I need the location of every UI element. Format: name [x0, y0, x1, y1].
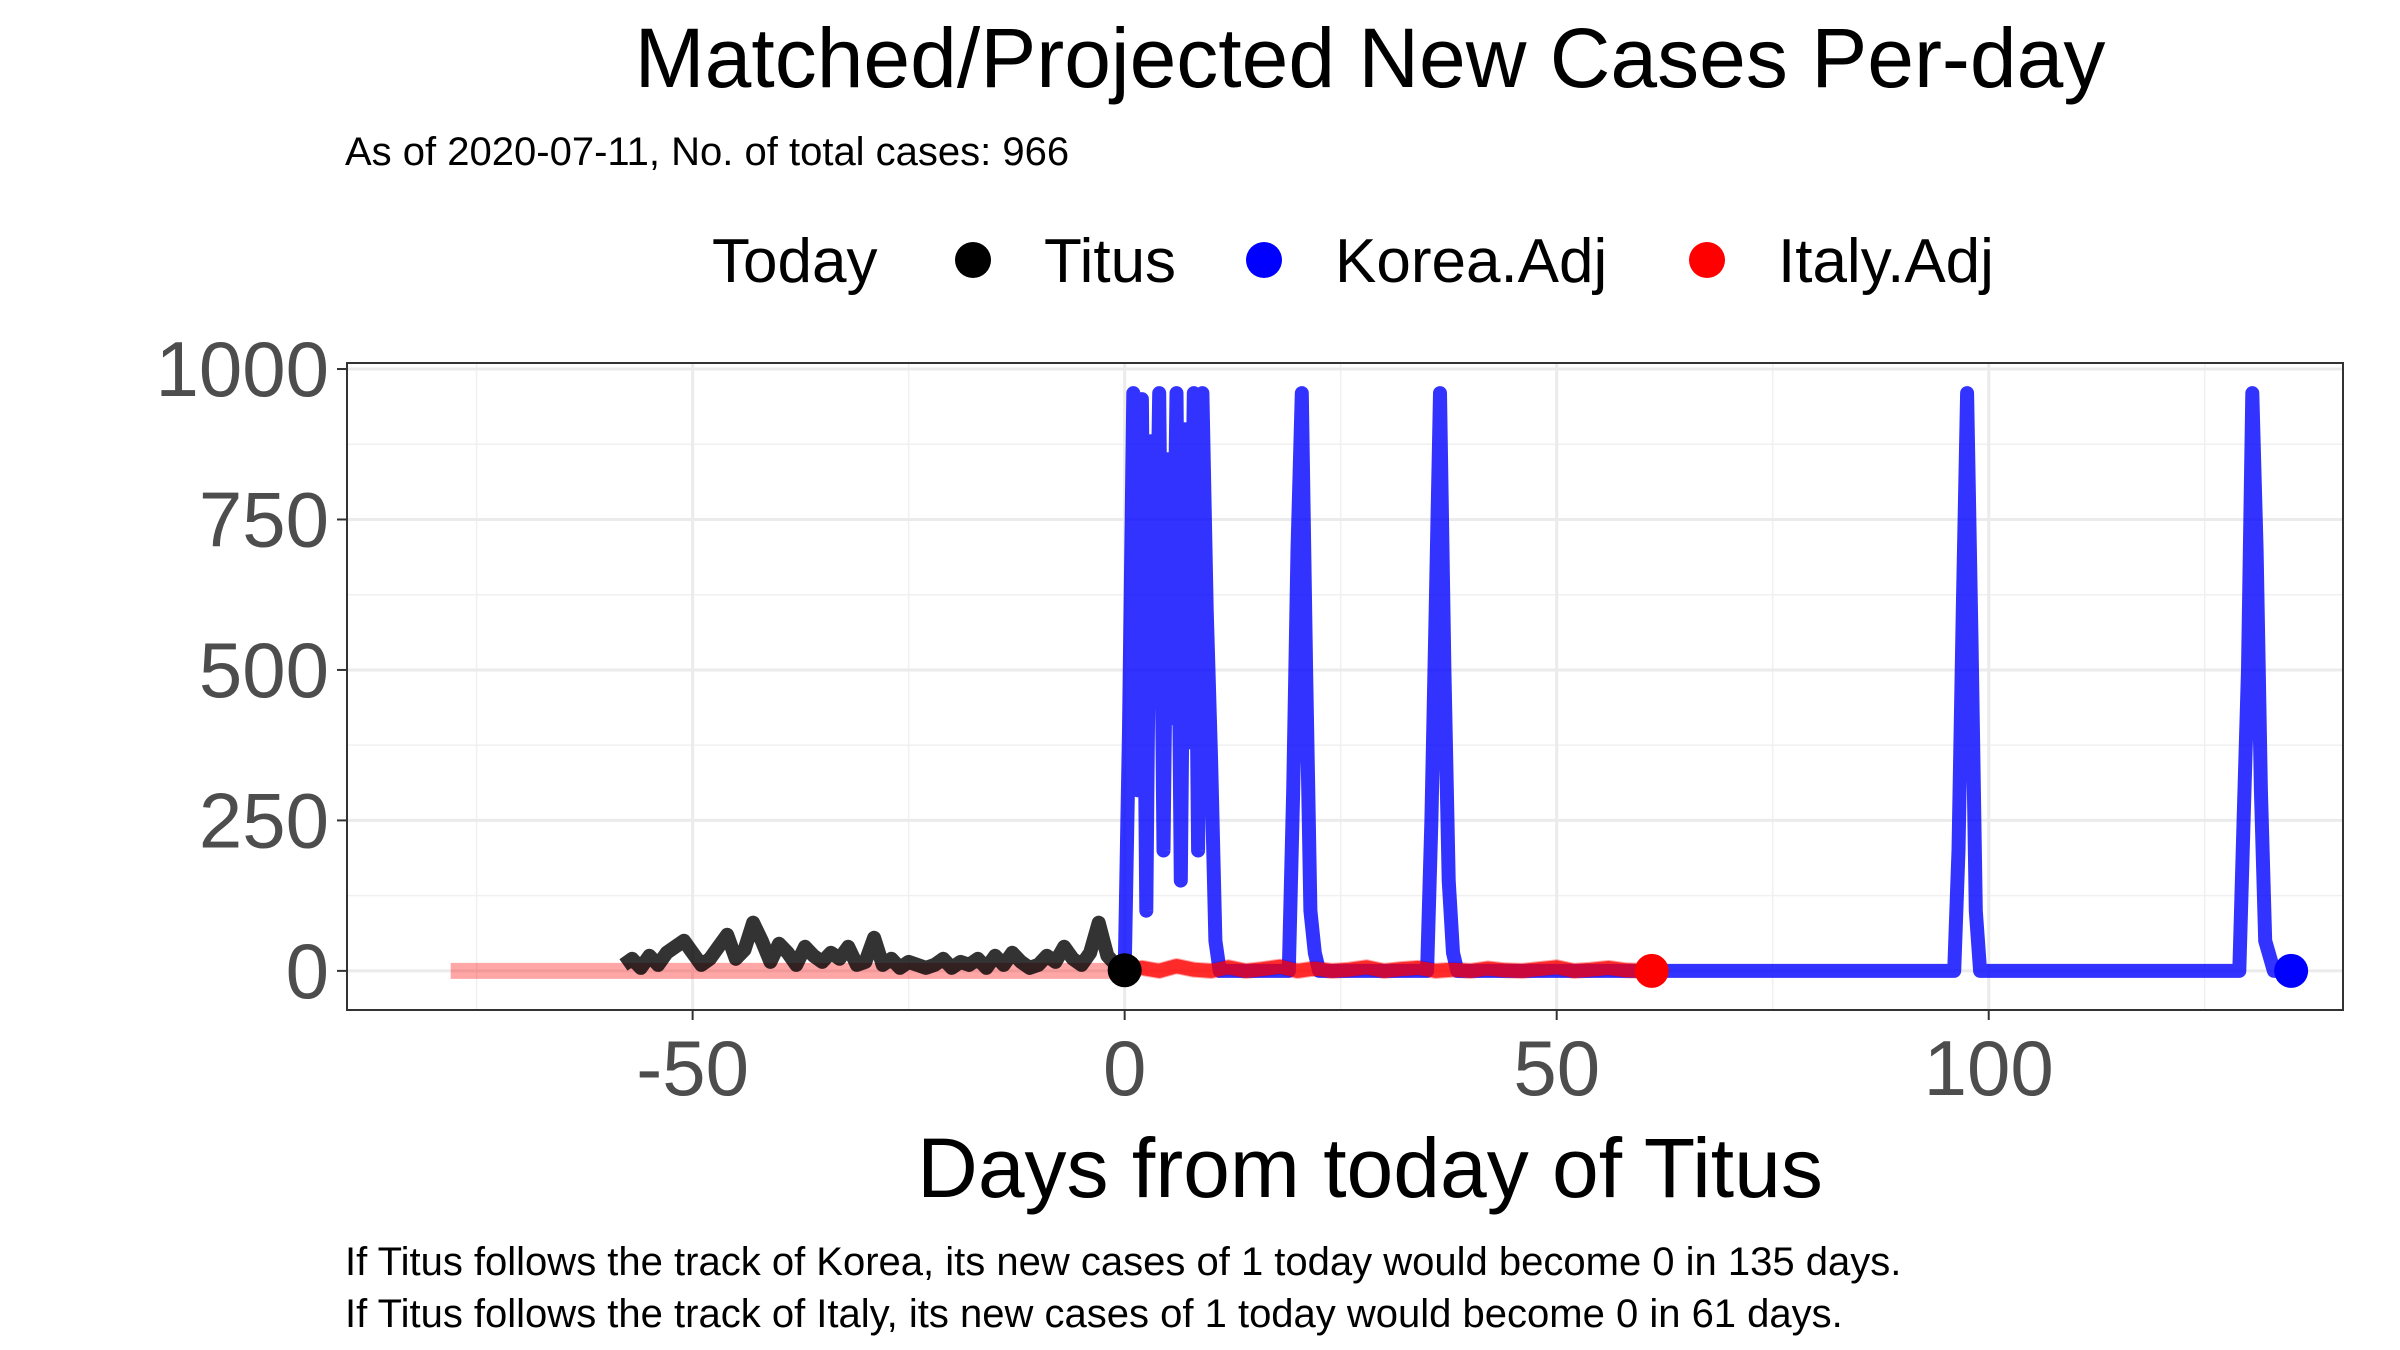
- y-tick-label: 1000: [155, 325, 329, 413]
- x-axis: -50 0 50 100: [636, 1010, 2054, 1112]
- caption-line-korea: If Titus follows the track of Korea, its…: [345, 1240, 1901, 1284]
- y-tick-label: 0: [286, 927, 329, 1015]
- series-line-italy-projection: [1123, 959, 1652, 978]
- legend: Today Titus Korea.Adj Italy.Adj: [712, 227, 1994, 296]
- point-italy-adj: [1634, 953, 1669, 988]
- grid: [347, 363, 2343, 1010]
- y-tick-label: 750: [199, 475, 329, 563]
- y-tick-label: 500: [199, 626, 329, 714]
- panel-background: [347, 363, 2343, 1010]
- legend-key-italy: [1689, 242, 1725, 278]
- point-korea-adj: [2274, 953, 2309, 988]
- x-axis-title: Days from today of Titus: [917, 1121, 1823, 1215]
- legend-key-titus: [955, 242, 991, 278]
- legend-key-korea: [1246, 242, 1282, 278]
- legend-label-korea: Korea.Adj: [1335, 227, 1607, 296]
- x-tick-label: 0: [1103, 1024, 1146, 1112]
- point-titus: [1107, 953, 1142, 988]
- x-tick-label: -50: [636, 1024, 749, 1112]
- legend-label-italy: Italy.Adj: [1778, 227, 1994, 296]
- chart-title: Matched/Projected New Cases Per-day: [635, 11, 2106, 105]
- legend-label-titus: Titus: [1044, 227, 1176, 296]
- plot-area: [450, 386, 2309, 988]
- chart-subtitle: As of 2020-07-11, No. of total cases: 96…: [345, 130, 1069, 174]
- x-tick-label: 50: [1513, 1024, 1600, 1112]
- panel-border: [346, 362, 2344, 1011]
- y-tick-label: 250: [199, 776, 329, 864]
- series-line-titus: [619, 915, 1129, 977]
- x-tick-label: 100: [1924, 1024, 2054, 1112]
- y-axis: 0 250 500 750 1000: [155, 325, 347, 1015]
- caption-line-italy: If Titus follows the track of Italy, its…: [345, 1292, 1843, 1336]
- legend-title: Today: [712, 227, 877, 296]
